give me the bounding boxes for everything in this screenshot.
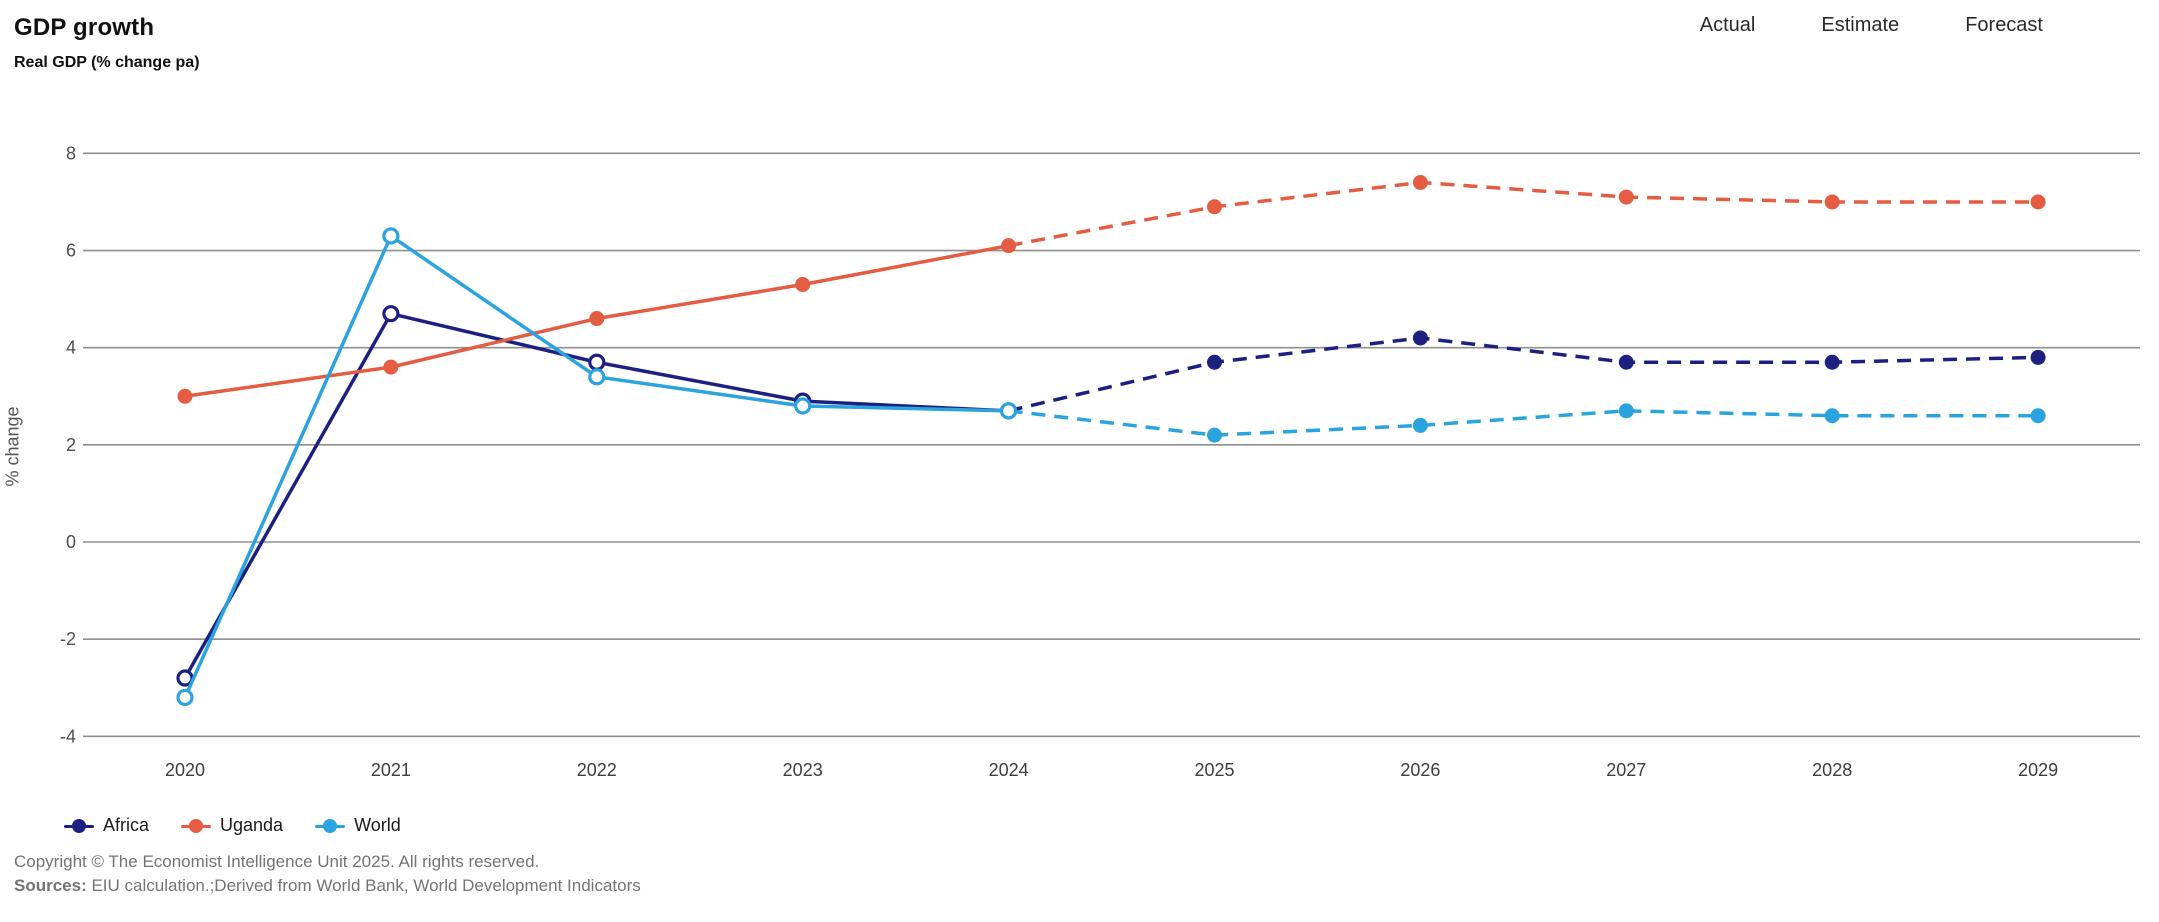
x-tick-label-2029: 2029 bbox=[2018, 760, 2058, 780]
chart-subtitle: Real GDP (% change pa) bbox=[14, 54, 200, 71]
zone-label-forecast: Forecast bbox=[1965, 14, 2043, 36]
series-line-solid-world bbox=[183, 234, 1009, 699]
data-point-world-2027 bbox=[1618, 403, 1634, 419]
data-point-uganda-2029 bbox=[2030, 194, 2046, 210]
data-point-world-2024 bbox=[999, 402, 1018, 420]
x-tick-label-2024: 2024 bbox=[989, 760, 1029, 780]
y-tick-label--4: -4 bbox=[60, 726, 76, 746]
data-point-uganda-2027 bbox=[1618, 189, 1634, 205]
data-point-uganda-2023 bbox=[795, 277, 811, 293]
legend-item-africa: Africa bbox=[64, 815, 149, 836]
data-point-africa-2027 bbox=[1618, 354, 1634, 370]
legend-label: World bbox=[354, 815, 401, 835]
x-tick-label-2025: 2025 bbox=[1194, 760, 1234, 780]
copyright-text: Copyright © The Economist Intelligence U… bbox=[14, 852, 540, 871]
legend-item-uganda: Uganda bbox=[181, 815, 283, 836]
y-tick-label-4: 4 bbox=[66, 338, 76, 358]
chart-footer: Copyright © The Economist Intelligence U… bbox=[14, 850, 641, 898]
data-point-world-2020 bbox=[176, 688, 194, 707]
data-point-world-2022 bbox=[588, 368, 606, 386]
y-tick-label-0: 0 bbox=[66, 532, 76, 552]
x-tick-label-2020: 2020 bbox=[165, 760, 205, 780]
data-point-uganda-2021 bbox=[383, 359, 399, 375]
legend-marker-world-icon bbox=[315, 818, 346, 834]
y-tick-label-6: 6 bbox=[66, 241, 76, 261]
x-tick-label-2021: 2021 bbox=[371, 760, 411, 780]
data-point-uganda-2020 bbox=[177, 388, 193, 404]
legend-label: Africa bbox=[103, 815, 150, 835]
series-line-forecast-uganda bbox=[1008, 180, 2039, 248]
sources-text: Sources: EIU calculation.;Derived from W… bbox=[14, 876, 641, 895]
legend-item-world: World bbox=[315, 815, 401, 836]
series-legend: Africa Uganda World bbox=[64, 815, 401, 836]
data-point-world-2026 bbox=[1412, 417, 1428, 433]
legend-label: Uganda bbox=[220, 815, 284, 835]
data-point-africa-2026 bbox=[1412, 330, 1428, 346]
zone-label-actual: Actual bbox=[1699, 14, 1756, 36]
data-point-uganda-2024 bbox=[1001, 238, 1017, 254]
sources-label: Sources: bbox=[14, 876, 87, 895]
y-tick-label-8: 8 bbox=[66, 143, 76, 163]
data-point-uganda-2028 bbox=[1824, 194, 1840, 210]
series-line-forecast-world bbox=[1008, 409, 2039, 437]
data-point-world-2021 bbox=[382, 227, 400, 245]
zone-label-estimate: Estimate bbox=[1821, 14, 1900, 36]
data-point-world-2029 bbox=[2030, 408, 2046, 424]
data-point-world-2023 bbox=[794, 397, 812, 415]
y-tick-label-2: 2 bbox=[66, 435, 76, 455]
page-title: GDP growth bbox=[14, 14, 155, 41]
series-line-forecast-africa bbox=[1008, 336, 2039, 413]
data-point-uganda-2026 bbox=[1412, 175, 1428, 191]
legend-marker-africa-icon bbox=[64, 818, 94, 834]
data-point-africa-2022 bbox=[588, 353, 606, 371]
x-tick-label-2023: 2023 bbox=[783, 760, 823, 780]
data-point-africa-2029 bbox=[2030, 349, 2046, 365]
x-tick-label-2028: 2028 bbox=[1812, 760, 1852, 780]
x-tick-label-2022: 2022 bbox=[577, 760, 617, 780]
data-point-world-2028 bbox=[1824, 408, 1840, 424]
data-point-africa-2025 bbox=[1207, 354, 1222, 370]
y-tick-label--2: -2 bbox=[60, 629, 76, 649]
data-point-uganda-2025 bbox=[1207, 199, 1222, 215]
data-point-uganda-2022 bbox=[589, 311, 605, 327]
legend-marker-uganda-icon bbox=[181, 818, 212, 834]
line-style-legend: Actual Estimate Forecast bbox=[1700, 14, 2043, 37]
x-tick-label-2027: 2027 bbox=[1606, 760, 1646, 780]
data-point-africa-2028 bbox=[1824, 354, 1840, 370]
data-point-world-2025 bbox=[1207, 427, 1222, 443]
x-tick-label-2026: 2026 bbox=[1400, 760, 1440, 780]
data-point-africa-2021 bbox=[382, 305, 400, 323]
